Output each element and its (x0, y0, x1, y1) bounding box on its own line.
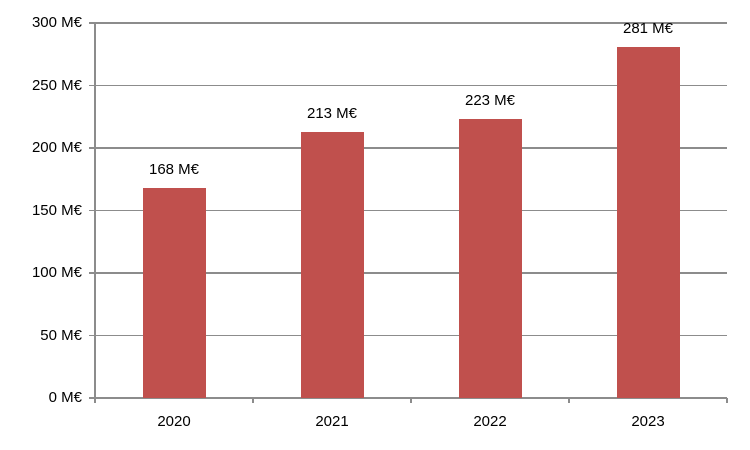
x-axis-tick-3 (568, 398, 570, 403)
y-tick-label-0: 0 M€ (48, 389, 82, 406)
gridline-50 (95, 334, 727, 337)
y-axis-tick-150 (89, 209, 95, 212)
y-tick-label-300: 300 M€ (31, 14, 82, 31)
bar-2023 (617, 46, 680, 398)
bar-value-label-2023: 281 M€ (622, 19, 674, 37)
gridline-300 (95, 22, 727, 24)
y-tick-label-250: 250 M€ (31, 76, 82, 94)
y-tick-label-100: 100 M€ (31, 264, 82, 281)
gridline-100 (95, 272, 727, 274)
y-axis-tick-200 (89, 147, 95, 149)
x-axis-tick-2 (410, 398, 412, 403)
y-axis (94, 23, 96, 403)
x-axis-tick-4 (726, 398, 728, 403)
x-tick-label-2022: 2022 (473, 413, 507, 430)
y-tick-label-200: 200 M€ (31, 139, 82, 156)
x-tick-label-2023: 2023 (631, 413, 665, 430)
y-axis-tick-250 (89, 84, 95, 87)
y-axis-tick-100 (89, 272, 95, 274)
x-tick-label-2021: 2021 (315, 413, 349, 430)
y-tick-label-150: 150 M€ (31, 201, 82, 219)
bar-value-label-2021: 213 M€ (306, 104, 358, 122)
y-axis-tick-50 (89, 334, 95, 337)
gridline-250 (95, 84, 727, 87)
gridline-200 (95, 147, 727, 149)
bar-value-label-2022: 223 M€ (464, 92, 516, 110)
bar-value-label-2020: 168 M€ (148, 161, 200, 178)
x-axis-tick-1 (252, 398, 254, 403)
bar-2020 (143, 188, 206, 398)
x-tick-label-2020: 2020 (157, 413, 191, 430)
bar-2022 (459, 119, 522, 398)
bar-2021 (301, 131, 364, 398)
y-axis-tick-0 (89, 397, 95, 399)
y-axis-tick-300 (89, 22, 95, 24)
y-tick-label-50: 50 M€ (40, 326, 82, 344)
gridline-150 (95, 209, 727, 212)
